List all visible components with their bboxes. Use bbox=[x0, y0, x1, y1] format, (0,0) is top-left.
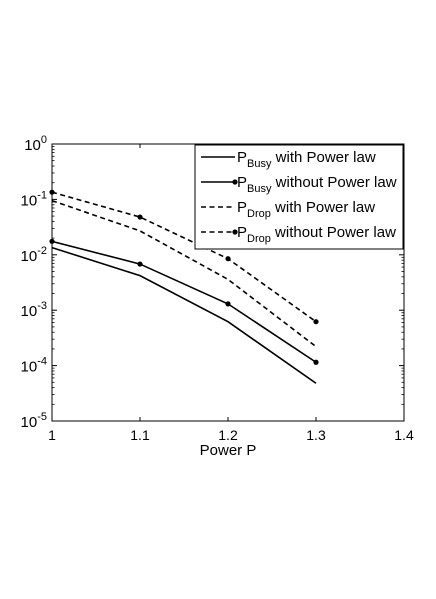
legend-label-text: without Power law bbox=[271, 174, 396, 191]
y-tick-label-exponent: -4 bbox=[37, 356, 47, 368]
y-tick-label: 100 bbox=[24, 134, 47, 154]
legend-label-4: PDrop without Power law bbox=[237, 224, 396, 245]
legend-label-2: PBusy without Power law bbox=[237, 174, 397, 195]
series-4-point bbox=[313, 319, 319, 325]
y-tick-label-exponent: -1 bbox=[37, 189, 47, 201]
y-tick-label: 10-3 bbox=[21, 300, 47, 320]
series-2-point bbox=[225, 301, 231, 307]
legend-label-subscript: Busy bbox=[247, 158, 272, 170]
legend-label-text: with Power law bbox=[271, 149, 375, 166]
x-tick-label: 1.4 bbox=[394, 427, 414, 443]
legend-label-text: with Power law bbox=[271, 199, 375, 216]
y-tick-label-exponent: -2 bbox=[37, 245, 47, 257]
x-tick-label: 1.1 bbox=[130, 427, 150, 443]
y-tick-label-base: 10 bbox=[21, 303, 38, 320]
series-2-point bbox=[313, 359, 319, 365]
y-tick-label-base: 10 bbox=[24, 137, 41, 154]
legend-marker-2 bbox=[232, 179, 238, 185]
x-axis-ticks: 1 1.1 1.2 1.3 1.4 bbox=[48, 144, 414, 443]
series-line-4 bbox=[51, 191, 317, 323]
legend-label-main: P bbox=[237, 224, 247, 241]
series-4-point bbox=[225, 256, 231, 262]
series-line-1 bbox=[51, 246, 317, 384]
y-tick-label: 10-2 bbox=[21, 245, 47, 265]
series-line-3 bbox=[51, 199, 317, 348]
x-tick-label: 1.3 bbox=[306, 427, 326, 443]
x-tick-label: 1.2 bbox=[218, 427, 238, 443]
x-axis-label: Power P bbox=[200, 442, 257, 459]
y-tick-label: 10-1 bbox=[21, 189, 47, 209]
legend-label-main: P bbox=[237, 174, 247, 191]
plot-area bbox=[49, 189, 319, 384]
legend-label-1: PBusy with Power law bbox=[237, 149, 376, 170]
y-tick-label: 10-4 bbox=[21, 356, 47, 376]
series-4-point bbox=[137, 214, 143, 220]
legend-label-text: without Power law bbox=[271, 224, 396, 241]
legend-label-subscript: Drop bbox=[247, 233, 271, 245]
legend-marker-4 bbox=[232, 229, 238, 235]
y-tick-label-base: 10 bbox=[21, 359, 38, 376]
series-2-point bbox=[137, 261, 143, 267]
y-tick-label-exponent: -5 bbox=[37, 411, 47, 423]
x-tick-label: 1 bbox=[48, 427, 56, 443]
y-tick-label-base: 10 bbox=[21, 248, 38, 265]
legend-label-main: P bbox=[237, 199, 247, 216]
y-tick-label-exponent: -3 bbox=[37, 300, 47, 312]
legend-label-subscript: Drop bbox=[247, 208, 271, 220]
y-tick-label-base: 10 bbox=[21, 192, 38, 209]
legend-label-main: P bbox=[237, 149, 247, 166]
series-line-2 bbox=[51, 240, 317, 363]
y-tick-label-exponent: 0 bbox=[41, 134, 47, 146]
legend-label-3: PDrop with Power law bbox=[237, 199, 375, 220]
y-tick-label: 10-5 bbox=[21, 411, 47, 431]
legend-label-subscript: Busy bbox=[247, 183, 272, 195]
y-tick-label-base: 10 bbox=[21, 414, 38, 431]
